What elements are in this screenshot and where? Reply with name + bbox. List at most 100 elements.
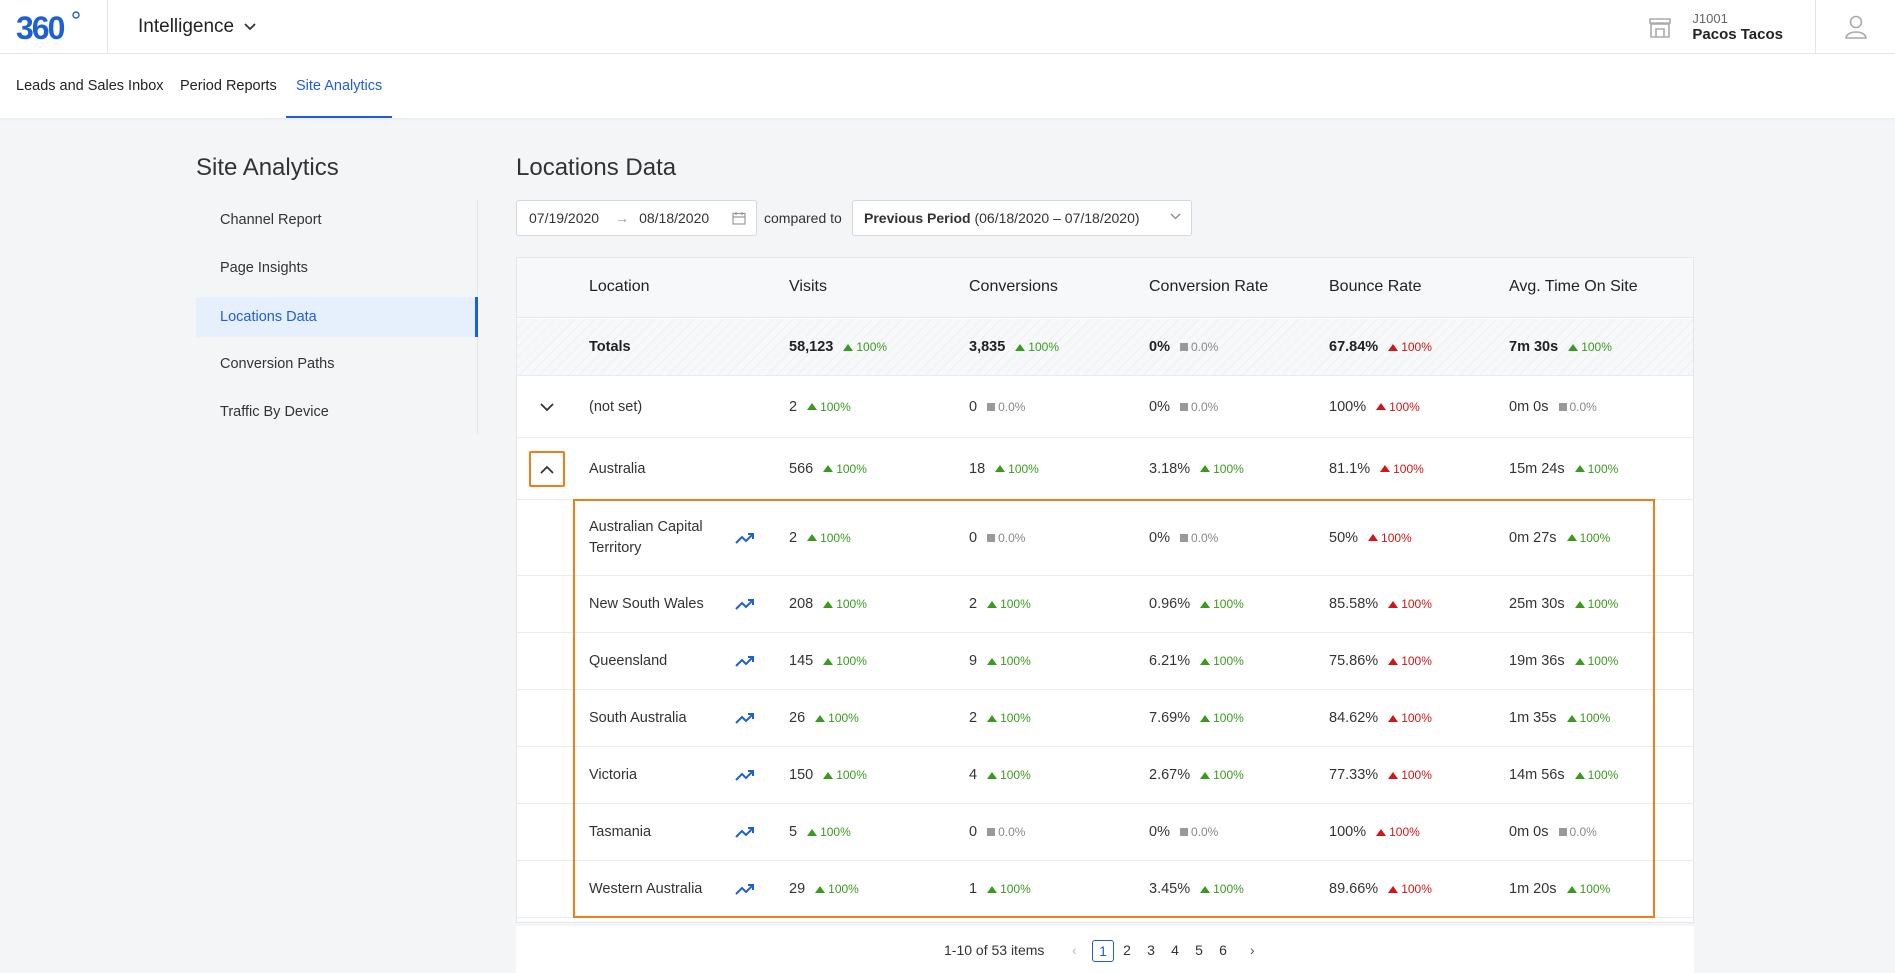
tab-leads-and-sales-inbox[interactable]: Leads and Sales Inbox — [16, 78, 164, 94]
triangle-up-icon — [987, 714, 998, 722]
metric-value: 0% — [1149, 529, 1170, 546]
change-value: 0.0% — [1190, 340, 1219, 354]
metric-cell: 0% 0.0% — [1149, 804, 1218, 860]
trend-up-icon — [735, 599, 754, 610]
metric-value: 3,835 — [969, 339, 1006, 355]
sidebar-item-traffic-by-device[interactable]: Traffic By Device — [220, 404, 329, 420]
user-menu[interactable] — [1815, 0, 1895, 54]
metric-value: 2 — [789, 398, 798, 415]
subregion-row: New South Wales 208 100% 2 100% 0.96% 100% 85.5… — [517, 576, 1693, 633]
logo[interactable]: 360 — [0, 0, 108, 54]
change-indicator: 100% — [1566, 711, 1610, 725]
subregion-name: Queensland — [589, 652, 668, 669]
metric-value: 81.1% — [1329, 460, 1371, 477]
metric-cell: 0m 27s 100% — [1509, 500, 1610, 575]
change-value: 100% — [1213, 882, 1244, 896]
page-4[interactable]: 4 — [1171, 942, 1179, 958]
change-value: 100% — [1401, 340, 1432, 354]
change-value: 0.0% — [1190, 399, 1219, 414]
change-indicator: 100% — [843, 340, 887, 354]
change-indicator: 0.0% — [1179, 825, 1218, 839]
sidebar-item-conversion-paths[interactable]: Conversion Paths — [220, 356, 335, 372]
change-indicator: 0.0% — [987, 825, 1025, 839]
page-5[interactable]: 5 — [1195, 942, 1203, 958]
triangle-up-icon — [1574, 600, 1585, 608]
subregion-name: South Australia — [589, 709, 687, 726]
metric-value: 208 — [789, 596, 814, 612]
flat-square-icon — [1558, 828, 1567, 836]
metric-cell: 0 0.0% — [969, 376, 1025, 437]
collapse-row-button[interactable] — [529, 451, 565, 487]
change-value: 100% — [1213, 654, 1244, 668]
change-indicator: 100% — [823, 768, 867, 782]
prev-page-button[interactable]: ‹ — [1072, 942, 1077, 958]
page-2[interactable]: 2 — [1123, 942, 1131, 958]
trend-chart-button[interactable] — [735, 690, 755, 746]
trend-chart-button[interactable] — [735, 576, 755, 632]
metric-value: 0m 27s — [1509, 529, 1557, 546]
app-switcher[interactable]: Intelligence — [138, 16, 256, 38]
trend-chart-button[interactable] — [735, 747, 755, 803]
change-indicator: 100% — [1388, 768, 1432, 782]
metric-cell: 77.33% 100% — [1329, 747, 1432, 803]
metric-value: 50% — [1329, 529, 1359, 546]
trend-up-icon — [735, 656, 754, 667]
col-avg-time-on-site[interactable]: Avg. Time On Site — [1509, 278, 1638, 295]
logo-icon: 360 — [16, 10, 80, 44]
trend-chart-button[interactable] — [735, 861, 755, 917]
flat-square-icon — [987, 533, 996, 542]
sidebar-item-channel-report[interactable]: Channel Report — [220, 212, 322, 228]
change-value: 100% — [820, 825, 851, 839]
trend-chart-button[interactable] — [735, 804, 755, 860]
col-bounce-rate[interactable]: Bounce Rate — [1329, 278, 1422, 295]
metric-cell: 7m 30s 100% — [1509, 319, 1612, 375]
subregion-name: Australian Capital Territory — [589, 518, 703, 556]
change-value: 100% — [820, 530, 851, 545]
metric-value: 26 — [789, 710, 806, 726]
metric-cell: 1m 35s 100% — [1509, 690, 1610, 746]
change-value: 100% — [1000, 882, 1031, 896]
metric-value: 2 — [789, 529, 798, 546]
comparison-period-select[interactable]: Previous Period (06/18/2020 – 07/18/2020… — [852, 200, 1192, 236]
page-6[interactable]: 6 — [1219, 942, 1227, 958]
subregion-name: Tasmania — [589, 823, 652, 840]
totals-label: Totals — [589, 339, 631, 355]
trend-chart-button[interactable] — [735, 500, 755, 575]
col-location[interactable]: Location — [589, 278, 650, 295]
flat-square-icon — [987, 828, 996, 836]
tab-site-analytics[interactable]: Site Analytics — [286, 54, 393, 118]
metric-cell: 100% 100% — [1329, 804, 1420, 860]
metric-cell: 14m 56s 100% — [1509, 747, 1618, 803]
page-3[interactable]: 3 — [1147, 942, 1155, 958]
metric-value: 7m 30s — [1509, 339, 1559, 355]
change-indicator: 100% — [1574, 654, 1618, 668]
triangle-up-icon — [1200, 885, 1211, 893]
triangle-up-icon — [1566, 714, 1577, 722]
metric-cell: 3.18% 100% — [1149, 438, 1244, 499]
change-indicator: 100% — [1376, 400, 1420, 414]
metric-cell: 566 100% — [789, 438, 867, 499]
trend-chart-button[interactable] — [735, 633, 755, 689]
account-switcher[interactable]: J1001 Pacos Tacos — [1648, 0, 1783, 54]
sidebar-item-locations-data[interactable]: Locations Data — [196, 297, 478, 337]
sidebar-item-page-insights[interactable]: Page Insights — [220, 260, 308, 276]
change-value: 100% — [1389, 399, 1420, 414]
change-value: 100% — [1401, 654, 1432, 668]
triangle-up-icon — [987, 771, 998, 779]
triangle-up-icon — [1200, 657, 1211, 665]
date-range-picker[interactable]: 07/19/2020 → 08/18/2020 — [516, 200, 757, 236]
metric-value: 0 — [969, 529, 978, 546]
metric-value: 58,123 — [789, 339, 834, 355]
page-1[interactable]: 1 — [1092, 940, 1114, 962]
next-page-button[interactable]: › — [1250, 942, 1255, 958]
expand-row-button[interactable] — [529, 389, 565, 425]
col-conversions[interactable]: Conversions — [969, 278, 1058, 295]
metric-value: 0% — [1149, 398, 1170, 415]
col-visits[interactable]: Visits — [789, 278, 827, 295]
tab-period-reports[interactable]: Period Reports — [180, 78, 277, 94]
metric-cell: 84.62% 100% — [1329, 690, 1432, 746]
trend-up-icon — [735, 827, 754, 838]
metric-value: 25m 30s — [1509, 596, 1565, 612]
col-conversion-rate[interactable]: Conversion Rate — [1149, 278, 1269, 295]
metric-cell: 208 100% — [789, 576, 867, 632]
